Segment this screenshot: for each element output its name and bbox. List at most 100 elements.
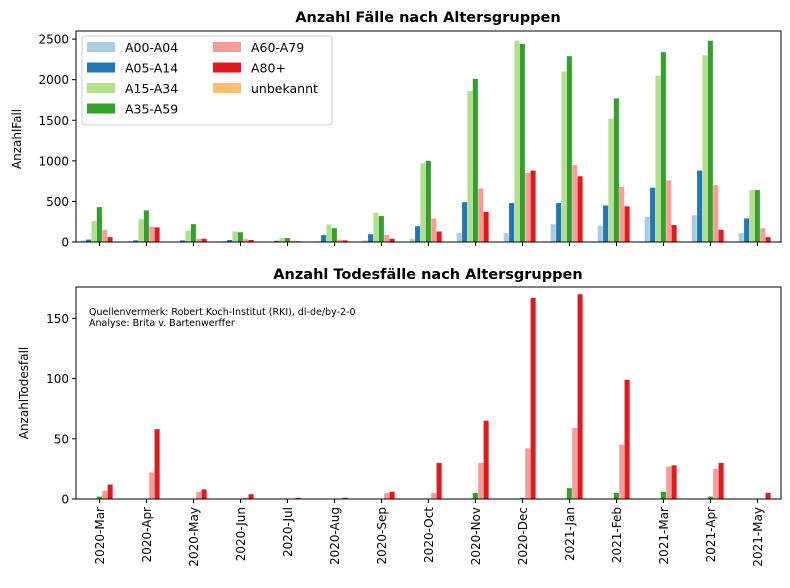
deaths-yaxis: 0 50 100 150 (46, 312, 76, 507)
deaths-bar-a60-a79-2021-Mar (666, 466, 672, 499)
deaths-bar-a80-2020-Oct (436, 462, 442, 499)
cases-bar-a80-2020-Jun (248, 239, 254, 242)
xtick-label-2020-Dec: 2020-Dec (516, 507, 530, 565)
cases-title: Anzahl Fälle nach Altersgruppen (295, 10, 560, 26)
cases-bar-a35-a59-2020-Nov (472, 78, 478, 242)
cases-bar-a80-2021-Apr (718, 229, 724, 242)
cases-bar-a15-a34-2020-Dec (514, 40, 520, 242)
cases-bar-a05-a14-2021-Mar (650, 187, 656, 242)
cases-bar-a80-2020-Apr (154, 227, 160, 242)
cases-bar-a60-a79-2020-Jun (243, 239, 249, 242)
cases-bar-a05-a14-2020-Aug (321, 235, 327, 242)
chart-deaths: Anzahl Todesfälle nach Altersgruppen Anz… (17, 267, 782, 567)
cases-ytick-label: 500 (46, 195, 69, 209)
cases-bar-a15-a34-2020-Jul (279, 237, 285, 242)
cases-bar-a05-a14-2020-May (180, 240, 186, 242)
cases-bar-a80-2021-May (765, 237, 771, 242)
cases-bar-a15-a34-2020-Aug (326, 224, 332, 242)
cases-bar-a00-a04-2021-Jan (550, 224, 556, 242)
cases-bar-a15-a34-2020-Oct (420, 163, 426, 242)
deaths-bar-a80-2021-Mar (671, 465, 677, 499)
cases-bar-a80-2020-Nov (483, 211, 489, 242)
cases-bar-a35-a59-2021-Mar (660, 52, 666, 242)
legend-label-unbekannt: unbekannt (251, 81, 318, 96)
cases-ylabel: AnzahlFall (10, 109, 24, 169)
deaths-bar-a60-a79-2020-Jun (243, 497, 249, 499)
legend-label-a60-a79: A60-A79 (251, 40, 304, 55)
cases-bar-a60-a79-2021-Apr (713, 185, 719, 242)
cases-bar-a60-a79-2021-Mar (666, 180, 672, 242)
legend-swatch-unbekannt (213, 83, 241, 93)
cases-bar-a80-2020-Mar (107, 237, 113, 242)
cases-bar-a05-a14-2020-Dec (509, 203, 515, 242)
cases-bar-a35-a59-2020-Apr (143, 210, 149, 242)
deaths-ylabel: AnzahlTodesfall (17, 347, 31, 440)
deaths-bar-a60-a79-2021-Jan (572, 427, 578, 499)
cases-bar-a05-a14-2020-Apr (133, 240, 139, 242)
deaths-bar-a60-a79-2020-May (196, 491, 202, 499)
cases-bar-a60-a79-2020-Apr (149, 226, 155, 242)
deaths-bar-a35-a59-2020-Nov (472, 492, 478, 499)
legend-label-a05-a14: A05-A14 (125, 61, 178, 76)
cases-bar-a80-2020-Dec (530, 170, 536, 242)
xtick-label-2021-Jan: 2021-Jan (563, 507, 577, 561)
deaths-bar-a80-2020-Jul (295, 497, 301, 499)
cases-bar-a80-2021-Feb (624, 206, 630, 242)
cases-bar-a00-a04-2020-Oct (409, 238, 415, 242)
deaths-bar-a35-a59-2021-Apr (707, 496, 713, 499)
source-note-line2: Analyse: Brita v. Bartenwerffer (89, 318, 235, 329)
xtick-label-2020-Apr: 2020-Apr (140, 507, 154, 562)
cases-bar-a60-a79-2020-Sep (384, 235, 390, 242)
legend-label-a00-a04: A00-A04 (125, 40, 178, 55)
cases-bar-a35-a59-2021-Jan (566, 56, 572, 242)
legend-swatch-a60-a79 (213, 42, 241, 52)
deaths-bar-a60-a79-2021-Feb (619, 444, 625, 499)
deaths-bar-a60-a79-2020-Oct (431, 492, 437, 499)
cases-bar-a35-a59-2020-Oct (425, 160, 431, 242)
cases-bar-a60-a79-2020-Jul (290, 240, 296, 242)
xtick-label-2020-May: 2020-May (187, 507, 201, 567)
deaths-bar-a80-2020-Aug (342, 497, 348, 499)
cases-bar-a80-2020-Oct (436, 231, 442, 242)
xtick-label-2020-Jun: 2020-Jun (234, 507, 248, 561)
cases-ytick-label: 0 (61, 236, 69, 250)
legend-box (81, 35, 333, 126)
deaths-bar-a80-2020-Nov (483, 420, 489, 499)
cases-bar-a60-a79-2020-Oct (431, 218, 437, 242)
deaths-bar-a35-a59-2020-Dec (519, 497, 525, 499)
xtick-label-2021-Feb: 2021-Feb (610, 507, 624, 563)
deaths-ytick-label: 50 (54, 432, 69, 446)
cases-bar-a00-a04-2020-Sep (362, 240, 368, 242)
deaths-bar-a80-2021-Apr (718, 462, 724, 499)
cases-bar-a05-a14-2021-Feb (603, 205, 609, 242)
cases-bar-a15-a34-2021-Apr (702, 55, 708, 242)
cases-bar-a15-a34-2020-Mar (91, 220, 97, 242)
cases-bar-a00-a04-2021-Mar (644, 216, 650, 242)
cases-bar-a15-a34-2020-May (185, 230, 191, 242)
cases-bar-a35-a59-2020-Dec (519, 43, 525, 243)
cases-bar-a00-a04-2021-May (738, 233, 744, 242)
xtick-label-2021-Mar: 2021-Mar (657, 507, 671, 565)
cases-bar-a05-a14-2020-Oct (415, 226, 421, 242)
cases-bar-a60-a79-2020-Dec (525, 173, 531, 242)
cases-ytick-label: 1000 (38, 154, 69, 168)
cases-bar-a80-2021-Mar (671, 224, 677, 242)
legend-label-a80: A80+ (251, 61, 286, 76)
xtick-label-2020-Nov: 2020-Nov (469, 507, 483, 565)
deaths-ytick-label: 0 (61, 493, 69, 507)
deaths-bar-a80-2021-Feb (624, 379, 630, 499)
cases-axes-frame (75, 30, 782, 243)
cases-bar-a60-a79-2020-Mar (102, 229, 108, 242)
cases-bar-a80-2020-Aug (342, 240, 348, 242)
deaths-xaxis: 2020-Mar 2020-Apr 2020-May 2020-Jun 2020-Jul… (93, 499, 765, 567)
cases-bar-a35-a59-2020-Jun (237, 232, 243, 242)
deaths-bar-a80-2021-May (765, 492, 771, 499)
cases-bar-a15-a34-2021-Mar (655, 75, 661, 242)
cases-bar-a05-a14-2021-May (744, 218, 750, 242)
legend-swatch-a05-a14 (87, 62, 115, 73)
cases-bar-a05-a14-2021-Apr (697, 170, 703, 242)
xtick-label-2021-Apr: 2021-Apr (704, 507, 718, 562)
legend-swatch-a80 (213, 62, 241, 73)
deaths-bar-a60-a79-2020-Dec (525, 448, 531, 499)
